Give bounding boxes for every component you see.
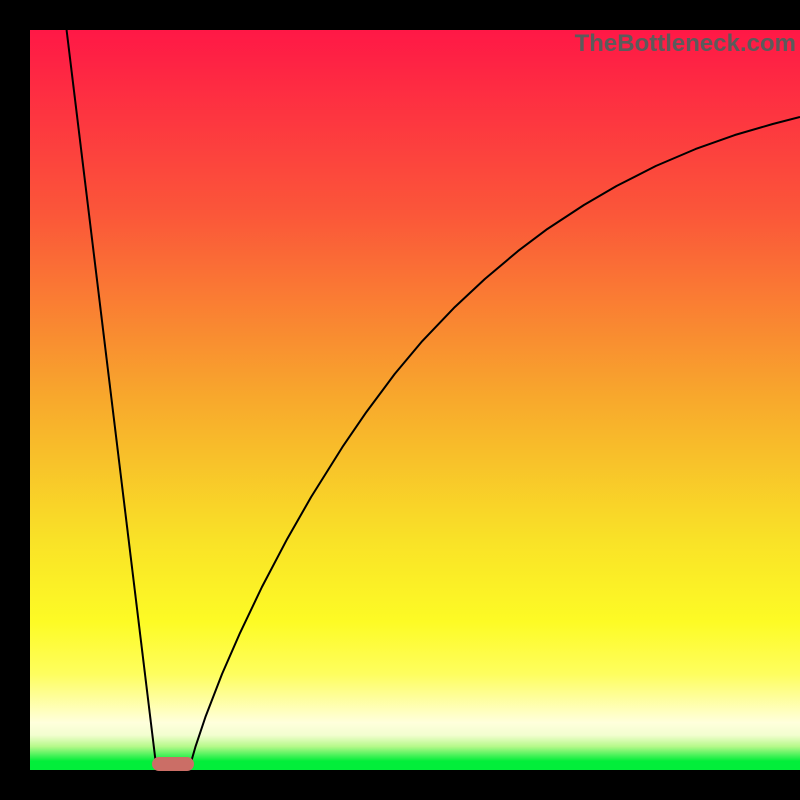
watermark-text: TheBottleneck.com [575,30,796,58]
plot-area: TheBottleneck.com [30,30,800,770]
bottleneck-curve [30,30,800,770]
chart-frame: TheBottleneck.com [0,0,800,800]
optimum-marker [152,757,194,771]
